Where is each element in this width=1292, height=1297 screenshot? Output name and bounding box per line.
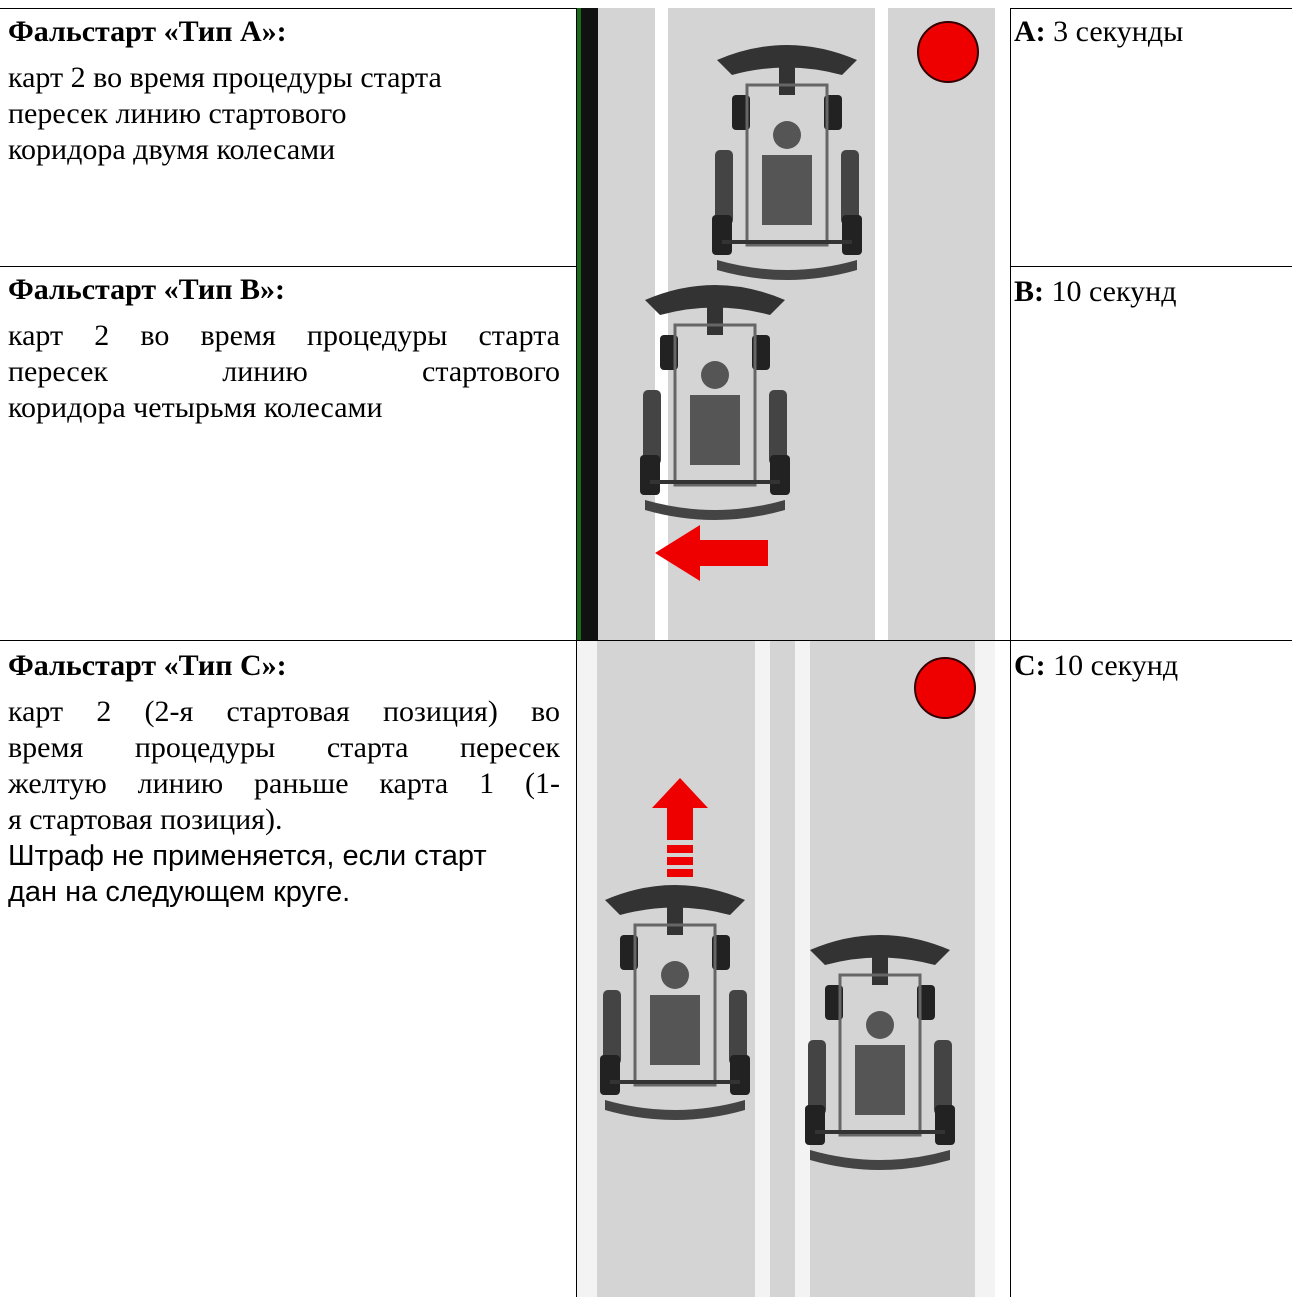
cell-penalty: B: 10 секунд: [1014, 274, 1289, 310]
row-title: Фальстарт «Тип А»:: [8, 15, 287, 48]
row-title: Фальстарт «Тип B»:: [8, 273, 286, 306]
illustration-ab: [577, 8, 995, 640]
note-line: Штраф не применяется, если старт: [8, 840, 487, 872]
cell-penalty: C: 10 секунд: [1014, 648, 1289, 684]
illustration-c: [577, 641, 995, 1297]
border: [1010, 8, 1292, 9]
penalty-text: 3 секунды: [1053, 15, 1184, 48]
penalty-text: 10 секунд: [1053, 649, 1179, 682]
border: [0, 266, 577, 267]
row-title: Фальстарт «Тип C»:: [8, 649, 287, 682]
cell-description: Фальстарт «Тип B»: карт 2 во время проце…: [8, 272, 560, 426]
note-line: дан на следующем круге.: [8, 876, 351, 908]
description-line: карт 2 (2-я стартовая позиция) во: [8, 695, 560, 728]
penalty-label: C:: [1014, 649, 1046, 682]
description-line: я стартовая позиция).: [8, 803, 283, 836]
description-line: пересек линию стартового: [8, 355, 560, 388]
cell-description: Фальстарт «Тип А»: карт 2 во время проце…: [8, 14, 570, 168]
description-line: карт 2 во время процедуры старта: [8, 61, 442, 94]
cell-penalty: A: 3 секунды: [1014, 14, 1289, 50]
penalty-label: B:: [1014, 275, 1044, 308]
border: [1010, 8, 1011, 1297]
penalty-label: A:: [1014, 15, 1046, 48]
description-line: коридора четырьмя колесами: [8, 391, 383, 424]
description-line: пересек линию стартового: [8, 97, 347, 130]
border: [576, 8, 577, 1297]
description-line: карт 2 во время процедуры старта: [8, 319, 560, 352]
border: [0, 640, 1292, 641]
description-line: коридора двумя колесами: [8, 133, 336, 166]
description-line: желтую линию раньше карта 1 (1-: [8, 767, 560, 800]
border: [0, 8, 577, 9]
cell-description: Фальстарт «Тип C»: карт 2 (2-я стартовая…: [8, 648, 560, 910]
description-line: время процедуры старта пересек: [8, 731, 560, 764]
border: [1010, 266, 1292, 267]
penalty-text: 10 секунд: [1051, 275, 1177, 308]
